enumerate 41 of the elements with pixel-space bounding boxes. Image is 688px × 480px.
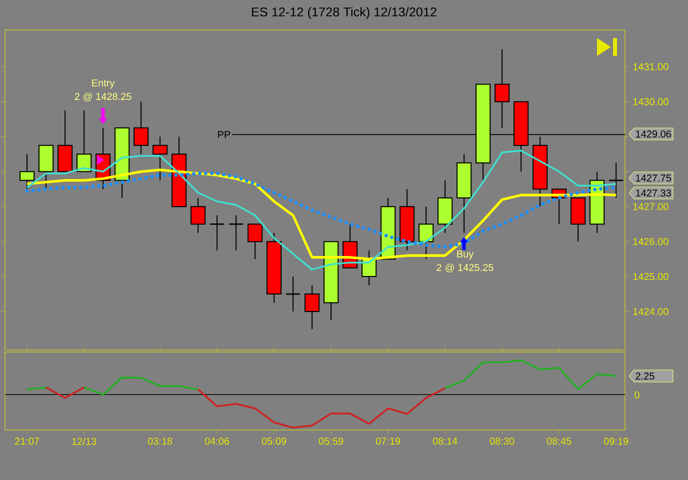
text: 2.25 [636, 372, 654, 380]
x-tick-label: 12/13 [72, 438, 96, 445]
chart-title: ES 12-12 (1728 Tick) 12/13/2012 [252, 7, 436, 19]
x-tick-label: 03:18 [148, 438, 172, 445]
candlestick [248, 224, 263, 260]
x-tick-label: 08:14 [432, 438, 458, 445]
ref-line-label: PP [218, 131, 230, 138]
y-tick-label: 1425.00 [633, 273, 668, 280]
annotation: 2 @ 1428.25 [74, 92, 132, 102]
annotation: 2 @ 1425.25 [436, 264, 494, 272]
candlestick [134, 101, 149, 155]
annotation: Entry [92, 80, 115, 88]
x-tick-label: 07:19 [376, 438, 400, 445]
candlestick [190, 197, 206, 234]
y-tick-label: 1424.00 [633, 308, 668, 316]
x-tick-label: 08:30 [490, 438, 514, 445]
x-tick-label: 09:19 [604, 438, 628, 445]
candlestick [608, 162, 624, 198]
text: 1427.33 [636, 189, 671, 197]
candlestick [285, 276, 301, 312]
candlestick [76, 110, 92, 172]
candlestick [228, 214, 244, 251]
x-tick-label: 04:06 [204, 438, 230, 445]
text: 0 [634, 391, 640, 399]
x-tick-label: 05:59 [318, 438, 344, 445]
text: 1427.75 [636, 174, 671, 182]
candlestick [209, 214, 225, 251]
y-tick-label: 1430.00 [633, 98, 668, 106]
candlestick [418, 206, 434, 260]
text: 1429.06 [636, 130, 671, 138]
y-tick-label: 1427.00 [633, 203, 668, 210]
annotation: Buy [457, 250, 474, 260]
candlestick [20, 154, 35, 190]
candlestick [152, 136, 168, 181]
candlestick [304, 284, 320, 330]
x-tick-label: 05:09 [262, 438, 286, 445]
candlestick [494, 48, 510, 128]
x-tick-label: 21:07 [15, 438, 40, 445]
y-tick-label: 1431.00 [633, 63, 668, 70]
y-tick-label: 1426.00 [633, 238, 668, 246]
x-tick-label: 08:45 [546, 438, 572, 445]
